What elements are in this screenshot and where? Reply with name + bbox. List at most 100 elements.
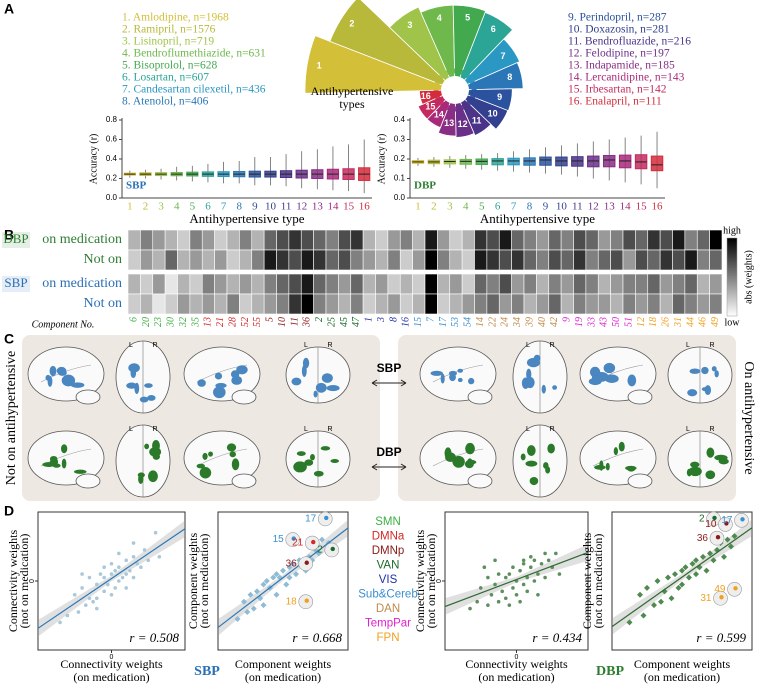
- heat-cell: [622, 273, 636, 295]
- column-label: 54: [463, 317, 474, 327]
- column-label: 28: [227, 317, 238, 327]
- y-tick-label: 0.4: [106, 154, 118, 163]
- point: [679, 581, 685, 588]
- brain-outline: [419, 346, 497, 402]
- point: [83, 603, 88, 607]
- point: [654, 578, 661, 584]
- hemisphere-label: L: [129, 426, 133, 433]
- legend-entry: 6. Losartan, n=607: [122, 72, 209, 84]
- heat-cell: [523, 293, 537, 315]
- heat-cell: [140, 229, 154, 251]
- rose-wedge: [388, 6, 456, 91]
- point: [95, 606, 99, 611]
- x-tick-label: 0: [110, 654, 114, 661]
- point: [539, 561, 544, 566]
- heat-cell: [276, 249, 290, 271]
- point: [640, 612, 647, 619]
- point: [117, 551, 121, 556]
- column-label: 52: [240, 317, 251, 327]
- column-label: 46: [698, 317, 709, 327]
- heat-cell: [560, 229, 574, 251]
- hemisphere-label: R: [709, 426, 714, 433]
- column-label: 13: [203, 317, 214, 327]
- heat-cell: [560, 249, 574, 271]
- heat-cell: [177, 229, 191, 251]
- sulcus: [592, 448, 644, 467]
- point: [139, 565, 143, 569]
- point: [273, 571, 280, 578]
- rose-ring: [454, 68, 463, 75]
- activation-blob: [126, 382, 137, 389]
- point: [675, 584, 682, 591]
- heat-cell: [399, 293, 413, 315]
- point: [109, 572, 114, 576]
- activation-blob: [226, 443, 237, 452]
- heat-cell: [313, 273, 327, 295]
- y-axis-label: Component weights: [186, 533, 200, 630]
- row-group-label: DBP: [3, 231, 28, 246]
- column-label: 51: [623, 317, 634, 327]
- point: [65, 613, 70, 618]
- heat-cell: [672, 249, 686, 271]
- column-label: 33: [586, 317, 597, 328]
- wedge-label: 10: [488, 108, 498, 118]
- network-legend: Sub&Cereb: [358, 589, 417, 601]
- activation-blob: [202, 452, 208, 460]
- network-legend: VIS: [379, 574, 398, 586]
- column-label: 49: [710, 317, 721, 327]
- rose-ring: [466, 95, 476, 105]
- rose-ring: [439, 70, 449, 79]
- heat-cell: [659, 293, 673, 315]
- heat-cell: [684, 293, 698, 315]
- panel-label: C: [4, 331, 14, 347]
- activation-blob: [618, 441, 625, 452]
- heat-cell: [511, 229, 525, 251]
- column-label: 16: [401, 317, 412, 327]
- heat-cell: [325, 273, 339, 295]
- heat-cell: [375, 273, 389, 295]
- plot-frame: [611, 511, 753, 651]
- heat-cell: [338, 249, 352, 271]
- x-tick-label: 11: [572, 201, 583, 213]
- heat-cell: [647, 249, 661, 271]
- point: [532, 558, 537, 563]
- activation-blob: [302, 357, 310, 369]
- point: [260, 581, 267, 588]
- x-tick-label: 13: [312, 201, 324, 213]
- activation-blob: [138, 474, 144, 484]
- point-annotation: 36: [697, 533, 709, 544]
- x-tick-label: 2: [143, 201, 149, 213]
- column-label: 2: [314, 317, 325, 322]
- column-label: 24: [500, 317, 511, 327]
- double-arrow: [371, 463, 407, 471]
- x-tick-label: 5: [190, 201, 196, 213]
- y-tick-label: 0: [436, 579, 443, 583]
- brain-icon-spot: [715, 535, 721, 540]
- point: [529, 555, 533, 559]
- activation-blob: [718, 458, 729, 465]
- heat-cell: [635, 249, 649, 271]
- point-annotation: 17: [721, 515, 733, 526]
- legend-entry: 13. Indapamide, n=185: [568, 60, 675, 72]
- brain-icon-spot: [740, 517, 745, 522]
- wedge-label: 9: [497, 92, 502, 102]
- network-legend: VAN: [377, 560, 400, 572]
- activation-blob: [520, 453, 526, 461]
- brain-outline: [579, 346, 657, 402]
- heat-cell: [684, 249, 698, 271]
- activation-blob: [545, 466, 551, 474]
- column-label: 44: [685, 317, 696, 327]
- column-label: 50: [611, 317, 622, 327]
- heat-cell: [474, 293, 488, 315]
- heat-cell: [461, 249, 475, 271]
- heat-cell: [288, 273, 302, 295]
- colorbar-high: high: [723, 225, 741, 236]
- point: [493, 558, 497, 563]
- heat-cell: [263, 249, 277, 271]
- rose-ring: [446, 68, 455, 75]
- cerebellum: [75, 473, 101, 489]
- rose-title: types: [339, 97, 365, 111]
- column-label: 1: [364, 317, 375, 322]
- column-label: 15: [413, 317, 424, 327]
